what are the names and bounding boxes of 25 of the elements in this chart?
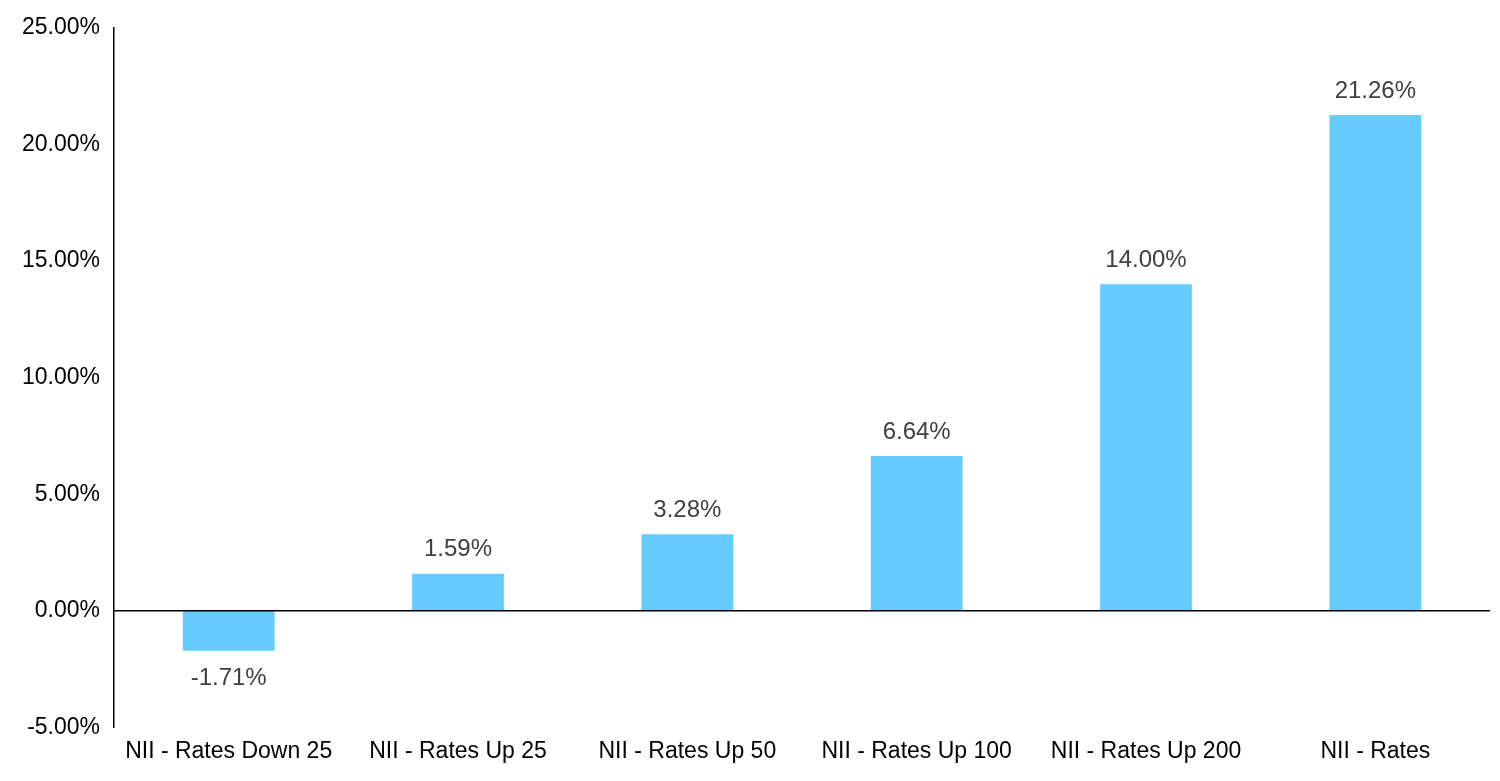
- bar: [412, 573, 504, 611]
- x-tick-label: NII - Rates Down 25: [125, 736, 333, 763]
- x-tick-label: NII - Rates Up 50: [598, 736, 777, 763]
- bar: [870, 455, 963, 611]
- data-label: 6.64%: [882, 416, 951, 444]
- y-tick-label: 10.00%: [21, 362, 101, 389]
- y-tick-label: 15.00%: [21, 246, 101, 273]
- y-tick-label: 20.00%: [21, 129, 101, 156]
- y-tick-label: 5.00%: [34, 479, 101, 506]
- bar: [182, 610, 275, 651]
- x-tick-label: NII - Rates Up 25: [369, 736, 547, 763]
- y-tick-label: 0.00%: [34, 596, 101, 623]
- data-label: 14.00%: [1105, 244, 1187, 272]
- bar: [1100, 284, 1192, 611]
- x-tick-label: NII - Rates: [1320, 736, 1431, 763]
- data-label: 3.28%: [653, 494, 722, 522]
- y-tick-label: -5.00%: [27, 712, 101, 739]
- y-tick-label: 25.00%: [21, 13, 101, 40]
- bar: [641, 534, 734, 611]
- x-tick-label: NII - Rates Up 200: [1050, 736, 1242, 763]
- data-label: 21.26%: [1334, 75, 1417, 103]
- x-tick-label: NII - Rates Up 100: [821, 736, 1012, 763]
- bar: [1329, 115, 1422, 611]
- data-label: 1.59%: [423, 534, 493, 562]
- data-label: -1.71%: [190, 663, 267, 691]
